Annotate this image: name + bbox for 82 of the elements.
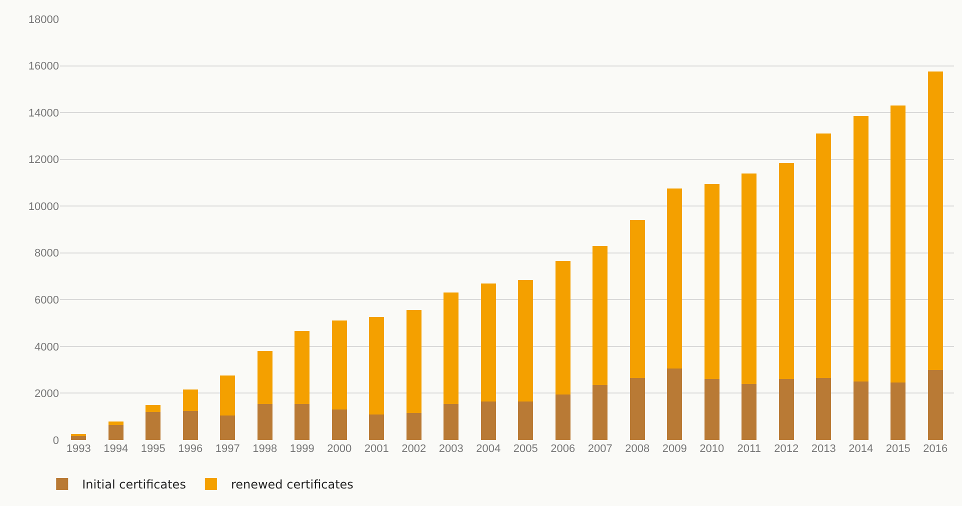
x-tick-label: 2010 bbox=[700, 443, 724, 455]
x-tick-label: 2006 bbox=[550, 443, 576, 455]
bar bbox=[630, 378, 645, 440]
bar bbox=[742, 173, 757, 384]
x-tick-label: 1993 bbox=[66, 443, 91, 455]
bar bbox=[928, 72, 943, 370]
bar bbox=[816, 378, 832, 440]
bar bbox=[146, 404, 161, 412]
bar bbox=[294, 331, 310, 404]
bar bbox=[406, 413, 422, 440]
y-tick-label: 8000 bbox=[34, 248, 59, 260]
x-tick-label: 2004 bbox=[476, 443, 501, 455]
y-tick-label: 6000 bbox=[34, 294, 59, 307]
x-tick-label: 2001 bbox=[364, 443, 389, 455]
x-tick-label: 2016 bbox=[923, 443, 948, 455]
bar bbox=[592, 246, 608, 386]
x-tick-label: 2005 bbox=[513, 443, 538, 455]
bar bbox=[369, 414, 384, 440]
x-tick-label: 2007 bbox=[588, 443, 612, 455]
bar bbox=[146, 412, 161, 440]
bar bbox=[555, 261, 570, 394]
bar bbox=[182, 390, 198, 411]
y-tick-label: 10000 bbox=[28, 200, 59, 213]
bar bbox=[108, 421, 124, 425]
bar bbox=[257, 404, 272, 440]
y-tick-label: 2000 bbox=[34, 388, 59, 400]
bar bbox=[257, 351, 272, 404]
bar bbox=[667, 188, 682, 369]
bar bbox=[928, 370, 943, 440]
bar bbox=[108, 424, 124, 440]
bar bbox=[220, 376, 236, 416]
y-tick-label: 14000 bbox=[28, 107, 59, 120]
x-tick-label: 2012 bbox=[774, 443, 799, 455]
bar bbox=[444, 404, 459, 440]
bar bbox=[704, 184, 720, 380]
legend-label: renewed certificates bbox=[230, 478, 354, 492]
bar bbox=[742, 384, 757, 440]
legend-label: Initial certificates bbox=[82, 478, 186, 492]
bar bbox=[853, 382, 868, 440]
bar bbox=[890, 106, 906, 383]
x-tick-label: 2011 bbox=[737, 443, 761, 455]
bar bbox=[704, 379, 720, 440]
x-tick-label: 2003 bbox=[438, 443, 464, 455]
x-tick-label: 1995 bbox=[140, 443, 166, 455]
bar bbox=[369, 317, 384, 414]
x-tick-label: 2008 bbox=[625, 443, 650, 455]
x-tick-label: 2013 bbox=[811, 443, 836, 455]
x-tick-label: 1998 bbox=[252, 443, 278, 455]
y-tick-label: 18000 bbox=[28, 14, 59, 26]
y-tick-label: 12000 bbox=[28, 154, 59, 166]
bar bbox=[332, 410, 347, 440]
x-tick-label: 2014 bbox=[848, 443, 874, 455]
x-tick-label: 1999 bbox=[290, 443, 314, 455]
bar bbox=[667, 368, 682, 440]
bar bbox=[220, 415, 236, 440]
bar bbox=[630, 220, 645, 378]
x-tick-label: 2015 bbox=[886, 443, 910, 455]
x-tick-label: 2009 bbox=[662, 443, 687, 455]
x-tick-label: 1996 bbox=[178, 443, 203, 455]
x-tick-label: 1997 bbox=[215, 443, 240, 455]
x-tick-label: 1994 bbox=[104, 443, 128, 455]
y-tick-label: 4000 bbox=[34, 341, 59, 354]
bar bbox=[592, 385, 608, 440]
bar bbox=[555, 394, 570, 440]
bar bbox=[518, 401, 534, 440]
bar bbox=[182, 410, 198, 440]
bar bbox=[778, 379, 794, 440]
bar bbox=[332, 320, 347, 410]
bar bbox=[480, 283, 496, 402]
bar bbox=[778, 162, 794, 380]
bar bbox=[518, 280, 534, 402]
y-tick-label: 16000 bbox=[28, 60, 59, 73]
bar bbox=[890, 382, 906, 440]
bar bbox=[853, 116, 868, 382]
bar bbox=[480, 401, 496, 440]
bar bbox=[816, 134, 832, 378]
y-tick-label: 0 bbox=[52, 434, 59, 447]
bar bbox=[294, 404, 310, 440]
x-tick-label: 2002 bbox=[402, 443, 426, 455]
x-tick-label: 2000 bbox=[327, 443, 352, 455]
bar bbox=[406, 310, 422, 414]
bar bbox=[444, 292, 459, 404]
